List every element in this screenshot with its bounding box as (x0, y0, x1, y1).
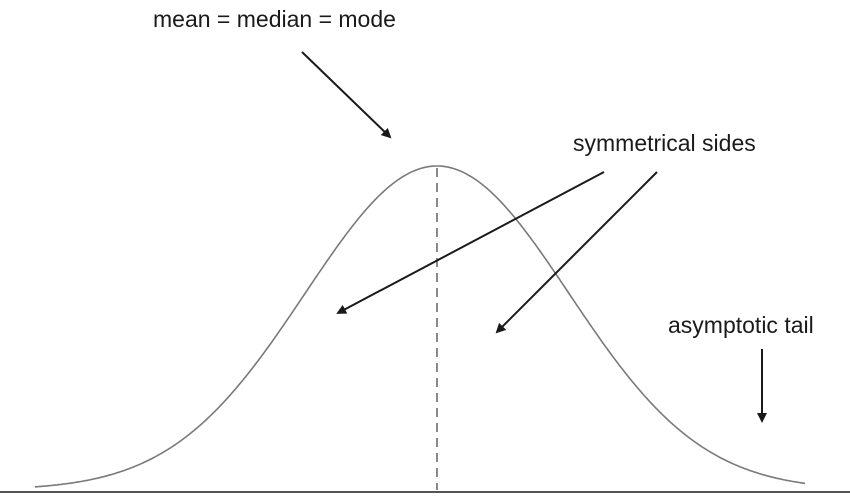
asymptotic-tail-label: asymptotic tail (668, 312, 814, 338)
bell-curve (34, 165, 806, 488)
mean-arrow (301, 51, 392, 139)
symmetry-arrow-right (495, 171, 658, 334)
symmetry-arrow-left (336, 171, 605, 314)
symmetrical-sides-label: symmetrical sides (573, 130, 756, 156)
mean-median-mode-label: mean = median = mode (153, 6, 396, 32)
